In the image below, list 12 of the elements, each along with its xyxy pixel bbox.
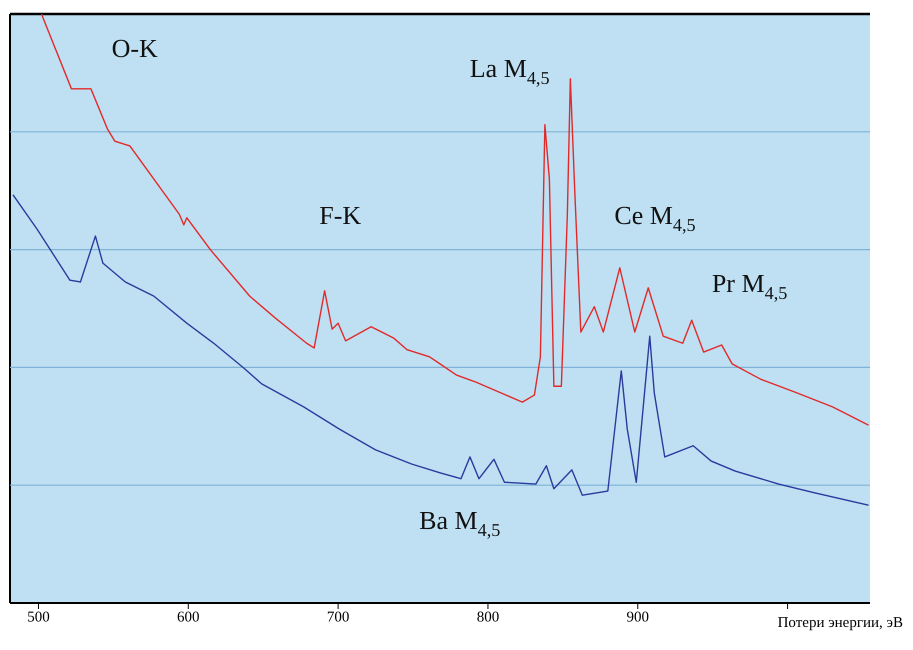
- x-tick-label: 700: [326, 610, 350, 626]
- x-tick-label: 500: [27, 610, 50, 626]
- annotation: La M$_{4,5}$: [470, 54, 550, 88]
- x-tick-label: 900: [626, 610, 650, 626]
- annotation: Pr M$_{4,5}$: [712, 268, 788, 304]
- annotation: Ce M$_{4,5}$: [614, 200, 696, 235]
- annotation: Ba M$_{4,5}$: [419, 505, 500, 540]
- x-axis-title: Потери энергии, эВ: [778, 615, 903, 631]
- annotation: F-K: [319, 200, 362, 230]
- x-tick-label: 600: [177, 610, 200, 626]
- annotation: O-K: [112, 34, 158, 63]
- x-tick-label: 800: [476, 610, 500, 626]
